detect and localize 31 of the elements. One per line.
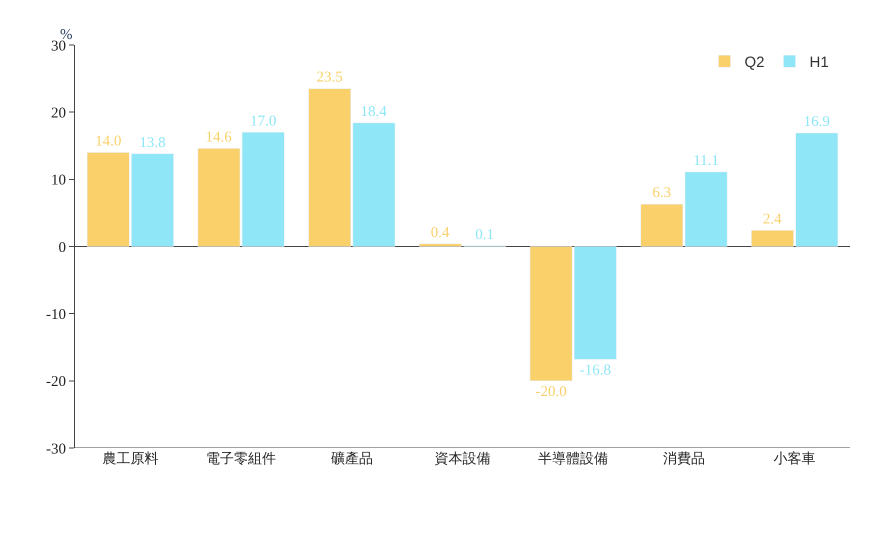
x-tick-label: 農工原料 [102,451,158,467]
data-label: -20.0 [535,384,567,400]
bar [419,244,462,247]
x-tick-label: 消費品 [662,451,705,467]
legend-label: H1 [810,54,829,72]
data-label: 6.3 [652,185,672,202]
data-label: 11.1 [693,152,719,169]
data-label: 13.8 [139,134,166,151]
data-label: 0.1 [475,226,494,243]
y-tick-label: -30 [46,441,66,458]
legend-label: Q2 [744,54,765,72]
data-label: 2.4 [762,211,782,228]
x-tick-label: 資本設備 [434,451,490,467]
data-label: 23.5 [316,70,343,86]
x-tick-label: 半導體設備 [538,451,608,467]
data-label: 14.0 [95,133,122,150]
x-tick-label: 礦產品 [330,451,373,467]
y-tick-label: 10 [51,172,66,189]
y-tick-label: -10 [46,306,66,323]
x-tick-label: 小客車 [774,451,816,467]
y-tick-label: 30 [51,38,66,54]
data-label: -16.8 [580,362,611,378]
data-label: 14.6 [206,129,232,146]
data-label: 0.4 [430,224,450,241]
data-label: 16.9 [804,114,830,130]
data-label: 17.0 [250,113,276,130]
y-tick-label: -20 [46,374,66,390]
x-tick-label: 電子零組件 [206,451,276,467]
y-tick-label: 20 [51,105,66,122]
y-tick-label: 0 [58,240,66,256]
data-label: 18.4 [360,104,388,120]
